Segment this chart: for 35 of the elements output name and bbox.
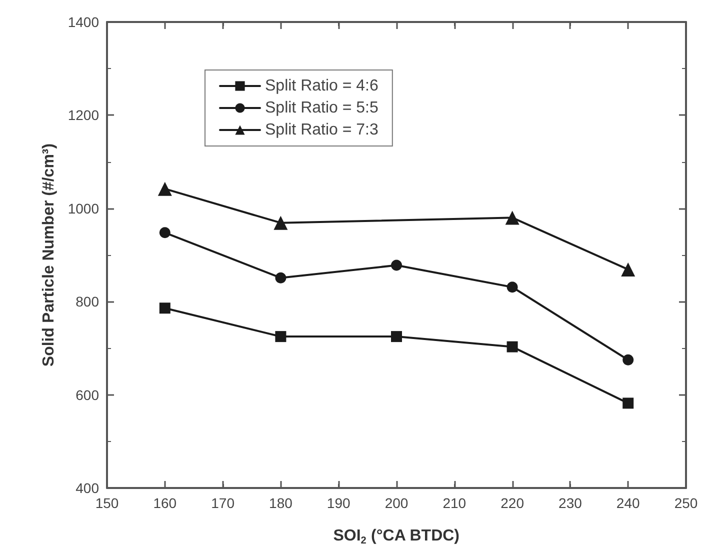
legend-label: Split Ratio = 7:3 bbox=[265, 122, 378, 138]
y-tick-label: 800 bbox=[76, 294, 100, 310]
x-tick-label: 210 bbox=[442, 495, 466, 511]
y-tick-label: 400 bbox=[76, 480, 100, 496]
point bbox=[621, 262, 636, 276]
x-tick-label: 220 bbox=[500, 495, 524, 511]
point bbox=[275, 272, 286, 284]
legend-label: Split Ratio = 5:5 bbox=[265, 100, 378, 116]
y-tick-label: 1400 bbox=[68, 14, 100, 30]
point bbox=[158, 182, 172, 196]
point bbox=[159, 227, 170, 238]
point bbox=[622, 354, 634, 366]
x-tick-label: 240 bbox=[616, 495, 640, 511]
point bbox=[159, 302, 170, 314]
x-tick-label: 200 bbox=[384, 495, 408, 511]
point bbox=[505, 210, 520, 225]
legend-label: Split Ratio = 4:6 bbox=[265, 78, 378, 94]
point bbox=[391, 331, 402, 342]
y-tick-label: 600 bbox=[76, 386, 100, 403]
x-tick-label: 170 bbox=[211, 495, 235, 511]
point bbox=[274, 216, 288, 230]
x-tick-label: 190 bbox=[326, 495, 350, 511]
y-axis-title: Solid Particle Number (#/cm³) bbox=[40, 143, 58, 367]
point bbox=[506, 341, 518, 352]
point bbox=[391, 260, 402, 271]
x-tick-label: 180 bbox=[269, 495, 293, 511]
x-tick-label: 230 bbox=[558, 495, 582, 511]
point bbox=[506, 282, 518, 293]
x-tick-label: 150 bbox=[95, 495, 119, 511]
y-tick-label: 1200 bbox=[68, 107, 100, 124]
point bbox=[622, 398, 634, 409]
y-tick-label: 1000 bbox=[68, 200, 100, 216]
x-tick-label: 250 bbox=[674, 495, 698, 511]
point bbox=[275, 331, 286, 342]
x-tick-label: 160 bbox=[153, 495, 177, 511]
